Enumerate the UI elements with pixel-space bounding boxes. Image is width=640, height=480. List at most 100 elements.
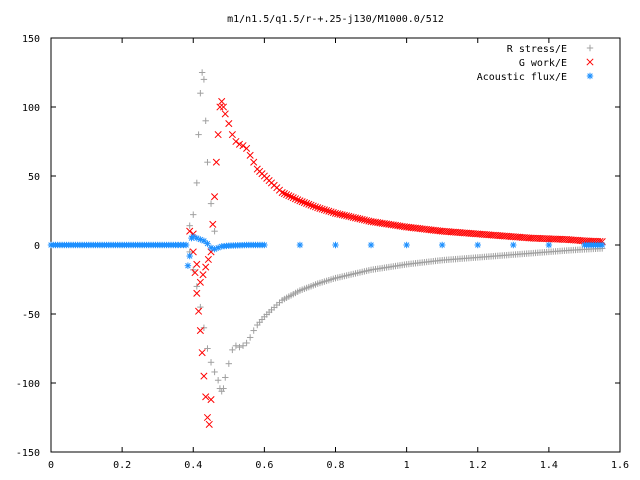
y-tick-label: -150: [16, 448, 40, 459]
y-tick-label: 50: [28, 172, 40, 183]
x-tick-label: 0.4: [184, 460, 202, 471]
data-point: [222, 374, 229, 381]
data-point: [250, 158, 258, 166]
x-tick-label: 1: [404, 460, 410, 471]
data-point: [202, 393, 210, 401]
data-point: [211, 228, 218, 235]
data-point: [331, 209, 340, 217]
data-point: [347, 213, 355, 221]
x-tick-label: 1.6: [611, 460, 629, 471]
data-point: [363, 216, 371, 225]
legend-marker: [586, 58, 594, 66]
data-point: [186, 252, 193, 260]
data-point: [220, 385, 227, 392]
data-point: [358, 215, 366, 224]
y-tick-label: 100: [22, 103, 40, 114]
data-point: [329, 209, 337, 217]
chart-title: m1/n1.5/q1.5/r-+.25-j130/M1000.0/512: [227, 14, 444, 25]
data-point: [199, 271, 207, 279]
data-point: [214, 377, 222, 384]
x-tick-label: 0.2: [113, 460, 131, 471]
data-point: [351, 214, 360, 222]
data-point: [209, 220, 217, 228]
x-tick-label: 1.4: [540, 460, 558, 471]
series-0: [186, 69, 606, 395]
data-point: [214, 131, 222, 139]
data-point: [343, 212, 351, 220]
x-tick-label: 0: [48, 460, 54, 471]
data-point: [228, 131, 236, 139]
data-point: [221, 110, 229, 118]
x-tick-label: 1.2: [469, 460, 487, 471]
data-point: [193, 179, 201, 187]
y-tick-label: 150: [22, 34, 40, 45]
data-point: [300, 199, 308, 207]
data-point: [360, 216, 368, 224]
data-point: [196, 327, 204, 335]
data-point: [323, 206, 331, 215]
data-point: [186, 227, 194, 235]
y-tick-label: -50: [22, 310, 40, 321]
data-point: [205, 420, 213, 428]
data-point: [243, 339, 250, 347]
legend-label: G work/E: [519, 58, 567, 69]
data-point: [287, 193, 295, 201]
x-tick-label: 0.8: [326, 460, 344, 471]
data-point: [474, 241, 481, 249]
data-point: [510, 241, 517, 249]
data-point: [195, 131, 202, 138]
data-point: [211, 368, 218, 376]
data-point: [338, 211, 346, 219]
data-point: [207, 396, 215, 404]
data-point: [354, 214, 362, 222]
data-point: [285, 192, 293, 200]
data-point: [211, 193, 219, 201]
data-point: [204, 255, 212, 264]
data-point: [327, 208, 335, 216]
data-point: [193, 283, 201, 290]
data-point: [296, 241, 304, 249]
data-point: [325, 207, 333, 215]
data-point: [332, 241, 339, 249]
data-point: [182, 241, 190, 249]
data-point: [246, 151, 254, 159]
legend-label: R stress/E: [507, 44, 567, 55]
data-point: [190, 211, 197, 218]
data-point: [246, 334, 254, 341]
data-point: [193, 260, 201, 268]
data-point: [229, 346, 236, 354]
data-point: [193, 289, 201, 297]
data-point: [280, 190, 288, 198]
data-point: [232, 342, 240, 349]
data-point: [318, 205, 326, 213]
data-point: [311, 203, 320, 211]
data-point: [198, 69, 206, 76]
data-point: [289, 194, 297, 202]
data-point: [334, 210, 342, 218]
data-point: [403, 241, 410, 249]
legend-marker: [586, 44, 594, 52]
series-2: [47, 233, 606, 269]
data-point: [198, 349, 206, 357]
data-point: [204, 345, 211, 352]
data-point: [438, 241, 446, 249]
data-point: [320, 206, 328, 214]
data-point: [204, 159, 211, 166]
data-point: [367, 241, 375, 249]
data-point: [243, 144, 251, 152]
data-point: [291, 195, 300, 203]
data-point: [599, 241, 606, 249]
data-point: [307, 201, 315, 209]
data-point: [305, 200, 313, 208]
data-point: [216, 103, 224, 111]
data-point: [261, 241, 268, 249]
data-point: [225, 360, 233, 367]
data-point: [186, 222, 193, 229]
y-tick-label: -100: [16, 379, 40, 390]
data-point: [207, 200, 215, 207]
legend-label: Acoustic flux/E: [477, 72, 567, 83]
data-point: [232, 137, 240, 146]
data-point: [236, 343, 243, 351]
data-point: [239, 342, 247, 349]
